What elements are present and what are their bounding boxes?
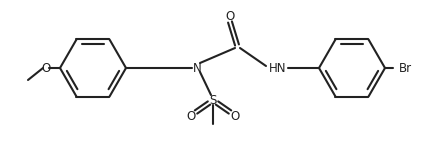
Text: O: O [230,111,239,123]
Text: O: O [186,111,195,123]
Text: O: O [225,9,234,22]
Text: HN: HN [269,61,286,75]
Text: O: O [41,61,50,75]
Text: S: S [209,93,216,106]
Text: Br: Br [398,61,411,75]
Text: N: N [192,61,201,75]
